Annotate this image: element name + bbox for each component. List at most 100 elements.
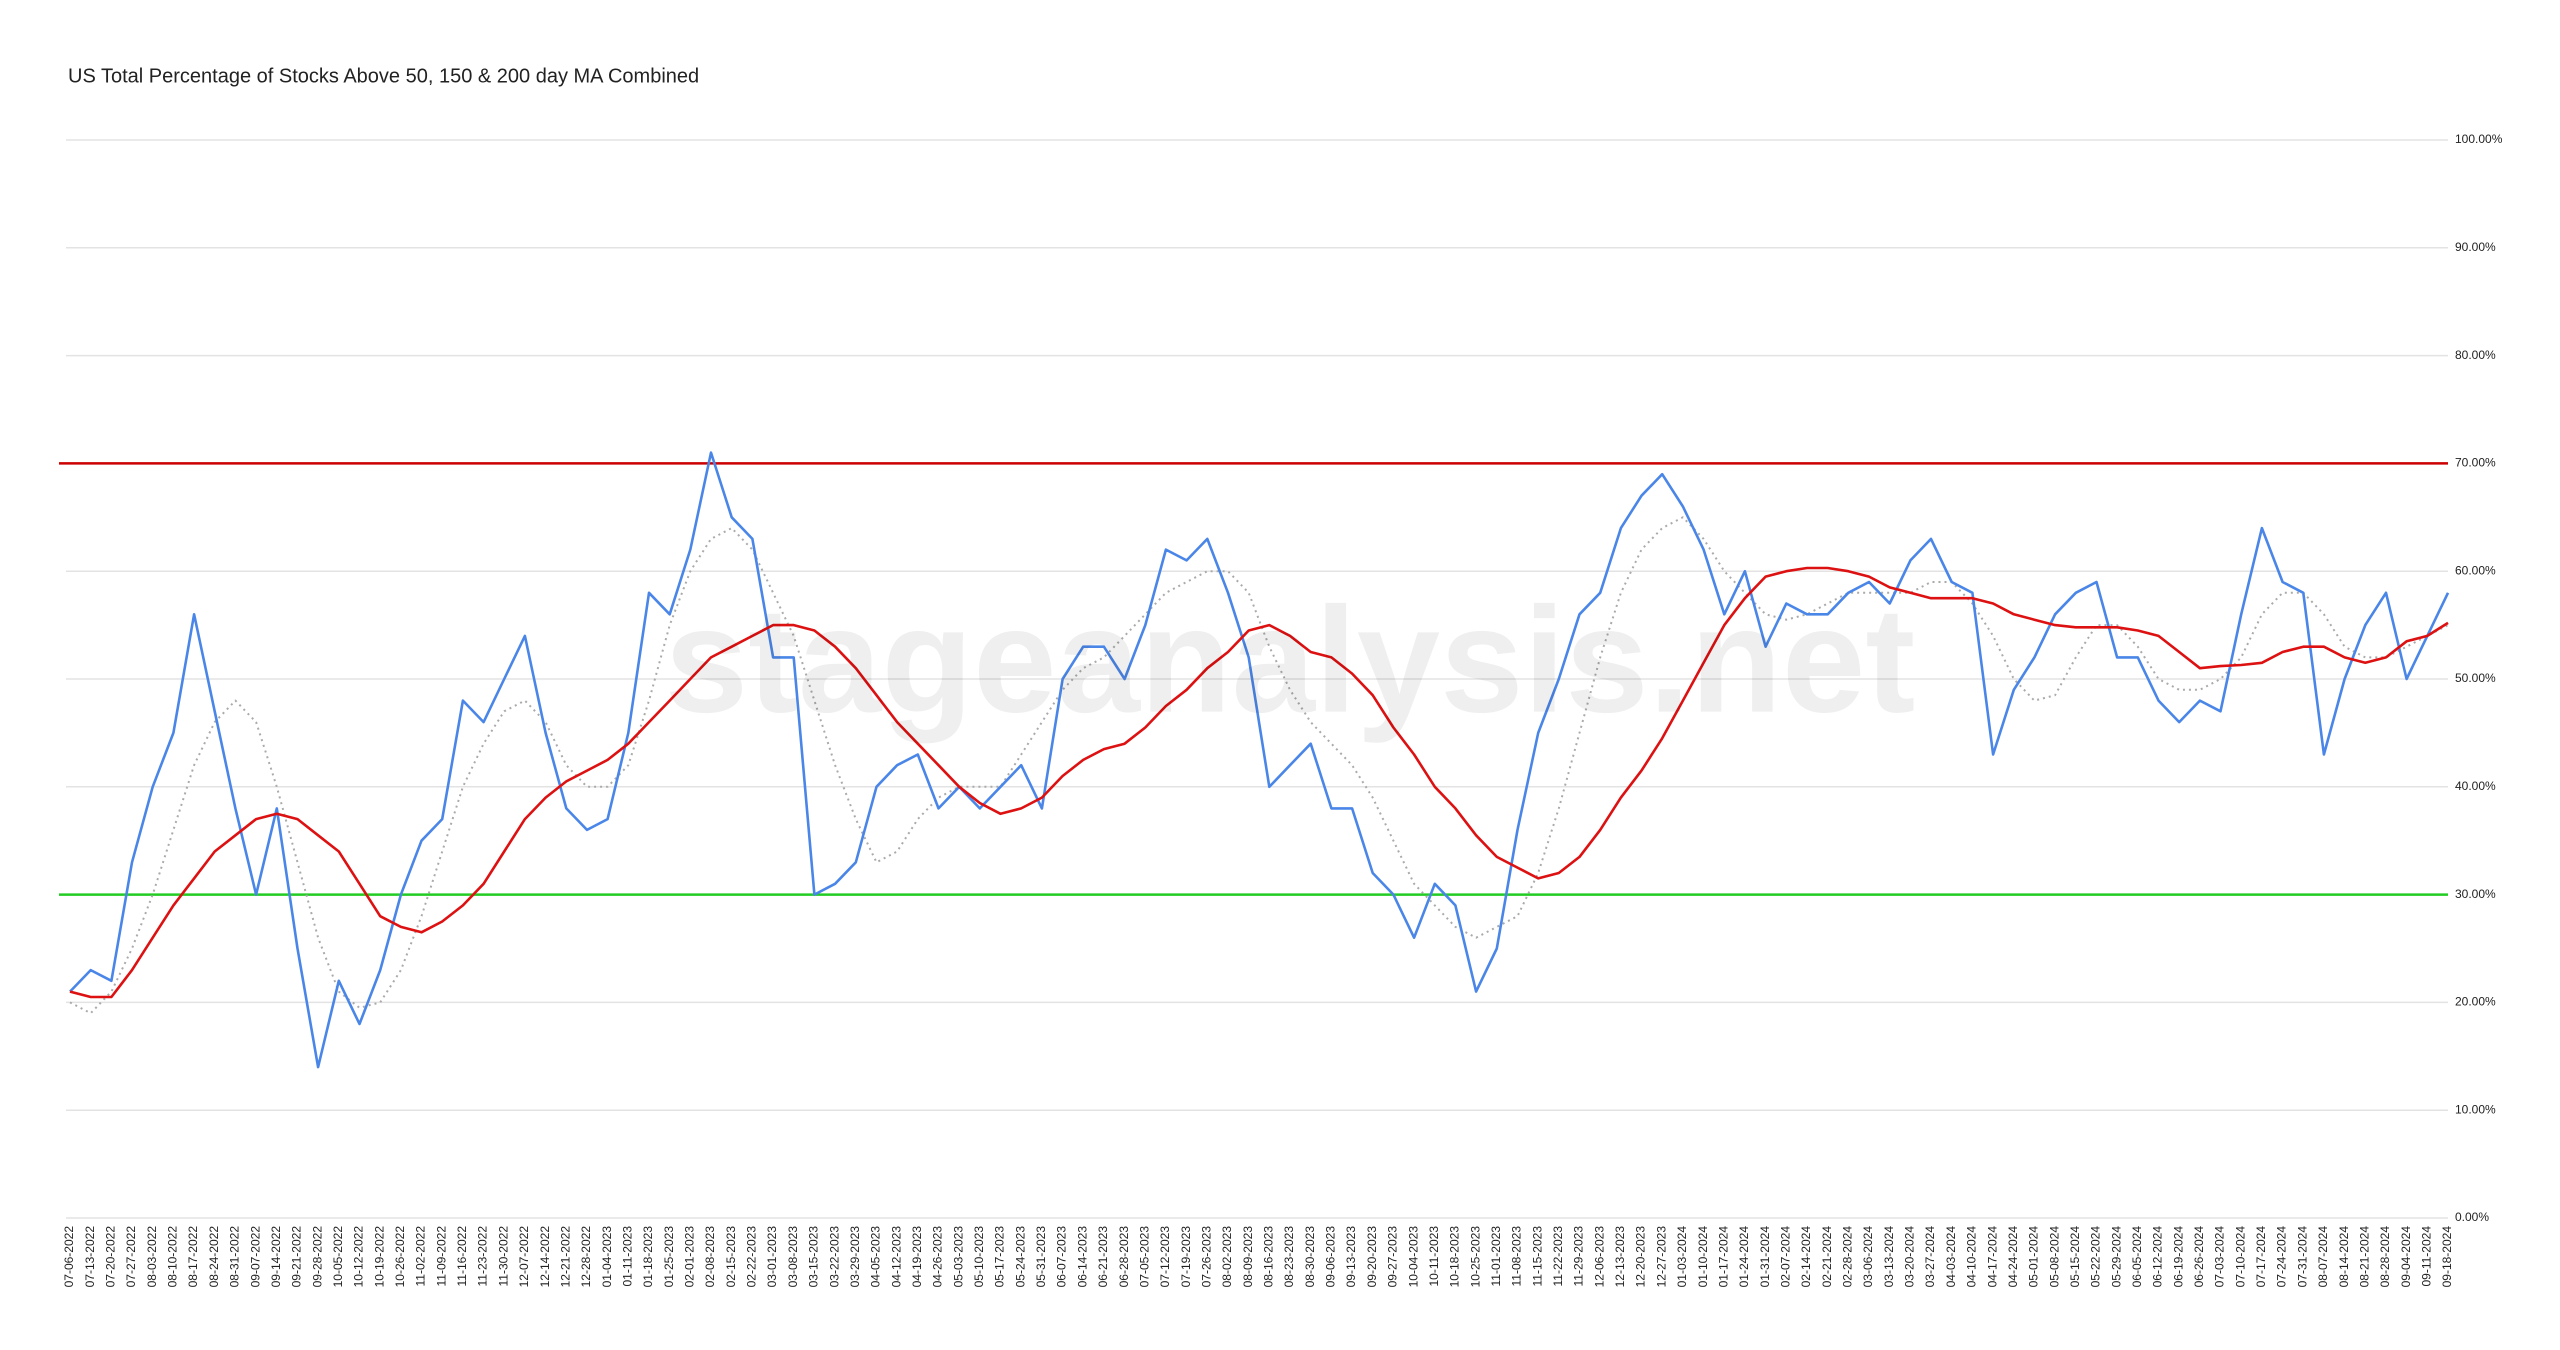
x-tick-label: 03-15-2023 [807,1226,821,1288]
x-tick-label: 02-01-2023 [683,1226,697,1288]
x-tick-label: 06-12-2024 [2151,1226,2165,1288]
x-tick-label: 07-27-2022 [124,1226,138,1288]
x-tick-label: 04-19-2023 [910,1226,924,1288]
y-tick-label: 80.00% [2455,348,2496,362]
x-tick-label: 07-26-2023 [1199,1226,1213,1288]
x-tick-label: 08-14-2024 [2337,1226,2351,1288]
x-tick-label: 03-01-2023 [765,1226,779,1288]
y-tick-label: 10.00% [2455,1102,2496,1116]
y-tick-label: 100.00% [2455,132,2503,146]
x-tick-label: 10-11-2023 [1427,1226,1441,1287]
x-tick-label: 06-14-2023 [1075,1226,1089,1288]
x-tick-label: 11-15-2023 [1530,1226,1544,1287]
x-tick-label: 02-14-2024 [1799,1226,1813,1288]
x-tick-label: 11-09-2022 [434,1226,448,1287]
y-tick-label: 30.00% [2455,887,2496,901]
x-tick-label: 03-06-2024 [1861,1226,1875,1288]
x-tick-label: 03-13-2024 [1882,1226,1896,1288]
x-tick-label: 09-06-2023 [1324,1226,1338,1288]
x-tick-label: 01-11-2023 [620,1226,634,1287]
x-tick-label: 06-28-2023 [1117,1226,1131,1288]
x-tick-label: 01-25-2023 [662,1226,676,1288]
x-tick-label: 12-27-2023 [1654,1226,1668,1288]
x-tick-label: 08-07-2024 [2316,1226,2330,1288]
x-tick-label: 02-15-2023 [724,1226,738,1288]
x-tick-label: 02-28-2024 [1841,1226,1855,1288]
x-tick-label: 03-22-2023 [827,1226,841,1288]
y-tick-label: 40.00% [2455,779,2496,793]
x-tick-label: 11-30-2022 [496,1226,510,1287]
x-tick-label: 02-21-2024 [1820,1226,1834,1288]
x-tick-label: 02-08-2023 [703,1226,717,1288]
x-tick-label: 09-07-2022 [248,1226,262,1288]
x-tick-label: 04-26-2023 [931,1226,945,1288]
x-tick-label: 09-28-2022 [310,1226,324,1288]
x-tick-label: 09-13-2023 [1344,1226,1358,1288]
x-tick-label: 05-24-2023 [1013,1226,1027,1288]
x-tick-label: 10-18-2023 [1448,1226,1462,1288]
x-tick-label: 08-16-2023 [1262,1226,1276,1288]
x-tick-label: 06-21-2023 [1096,1226,1110,1288]
x-tick-label: 09-14-2022 [269,1226,283,1288]
x-tick-label: 12-21-2022 [558,1226,572,1288]
x-tick-label: 08-31-2022 [228,1226,242,1288]
x-tick-label: 01-03-2024 [1675,1226,1689,1288]
x-tick-label: 08-23-2023 [1282,1226,1296,1288]
x-tick-label: 05-01-2024 [2027,1226,2041,1288]
x-tick-label: 05-31-2023 [1034,1226,1048,1288]
x-tick-label: 07-31-2024 [2295,1226,2309,1288]
x-tick-label: 06-07-2023 [1055,1226,1069,1288]
y-tick-label: 70.00% [2455,456,2496,470]
x-tick-label: 10-25-2023 [1468,1226,1482,1288]
x-tick-label: 12-20-2023 [1634,1226,1648,1288]
x-tick-label: 04-12-2023 [889,1226,903,1288]
x-tick-label: 04-10-2024 [1965,1226,1979,1288]
x-tick-label: 05-03-2023 [951,1226,965,1288]
x-tick-label: 04-05-2023 [869,1226,883,1288]
x-tick-label: 03-20-2024 [1903,1226,1917,1288]
x-tick-label: 05-29-2024 [2109,1226,2123,1288]
x-tick-label: 07-10-2024 [2233,1226,2247,1288]
x-tick-label: 05-22-2024 [2089,1226,2103,1288]
x-tick-label: 07-17-2024 [2254,1226,2268,1288]
x-tick-label: 09-04-2024 [2399,1226,2413,1288]
data-line [69,566,2449,999]
x-tick-label: 12-14-2022 [538,1226,552,1288]
x-tick-label: 05-10-2023 [972,1226,986,1288]
x-tick-label: 08-21-2024 [2357,1226,2371,1288]
data-line [69,451,2450,1069]
x-tick-label: 11-01-2023 [1489,1226,1503,1287]
x-tick-label: 01-31-2024 [1758,1226,1772,1288]
x-tick-label: 11-23-2022 [476,1226,490,1287]
x-tick-label: 12-28-2022 [579,1226,593,1288]
x-tick-label: 10-12-2022 [352,1226,366,1288]
x-tick-label: 08-10-2022 [166,1226,180,1288]
x-tick-label: 10-26-2022 [393,1226,407,1288]
x-tick-label: 07-24-2024 [2275,1226,2289,1288]
x-tick-label: 01-18-2023 [641,1226,655,1288]
x-tick-label: 06-26-2024 [2192,1226,2206,1288]
x-tick-label: 03-08-2023 [786,1226,800,1288]
watermark: stageanalysis.net [665,576,1916,744]
x-tick-label: 11-16-2022 [455,1226,469,1287]
x-tick-label: 07-20-2022 [104,1226,118,1288]
x-tick-label: 12-13-2023 [1613,1226,1627,1288]
x-tick-label: 04-24-2024 [2006,1226,2020,1288]
y-tick-label: 90.00% [2455,240,2496,254]
x-tick-label: 10-04-2023 [1406,1226,1420,1288]
y-tick-label: 20.00% [2455,995,2496,1009]
x-tick-label: 08-30-2023 [1303,1226,1317,1288]
x-tick-label: 08-09-2023 [1241,1226,1255,1288]
chart-title: US Total Percentage of Stocks Above 50, … [68,65,699,87]
x-tick-label: 01-17-2024 [1716,1226,1730,1288]
x-tick-label: 02-07-2024 [1778,1226,1792,1288]
x-tick-label: 10-19-2022 [372,1226,386,1288]
x-tick-label: 12-07-2022 [517,1226,531,1288]
x-tick-label: 05-15-2024 [2068,1226,2082,1288]
x-tick-label: 09-27-2023 [1386,1226,1400,1288]
x-tick-label: 06-19-2024 [2171,1226,2185,1288]
x-tick-label: 02-22-2023 [745,1226,759,1288]
x-tick-label: 05-08-2024 [2047,1226,2061,1288]
x-tick-label: 06-05-2024 [2130,1226,2144,1288]
